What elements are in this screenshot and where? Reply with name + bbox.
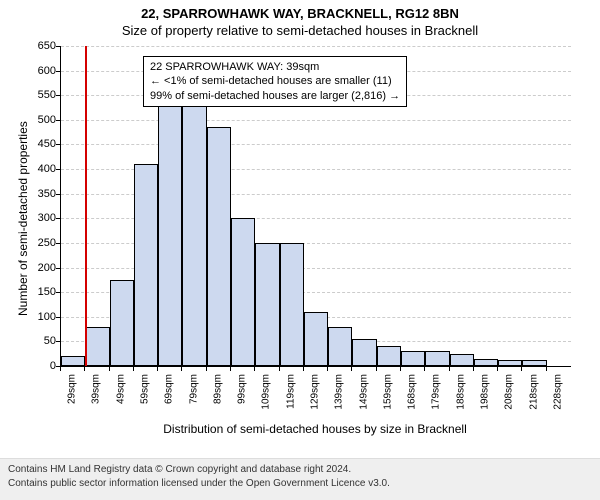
- histogram-bar: [304, 312, 328, 366]
- y-tick: [56, 341, 61, 342]
- histogram-bar: [474, 359, 498, 366]
- histogram-bar: [110, 280, 134, 366]
- y-tick: [56, 317, 61, 318]
- x-tick: [133, 366, 134, 371]
- x-tick-label: 89sqm: [212, 374, 223, 404]
- histogram-bar: [255, 243, 279, 366]
- x-tick-label: 159sqm: [382, 374, 393, 410]
- x-tick-label: 198sqm: [480, 374, 491, 410]
- x-tick: [230, 366, 231, 371]
- footer-line-2: Contains public sector information licen…: [8, 477, 592, 491]
- x-tick: [279, 366, 280, 371]
- y-tick: [56, 218, 61, 219]
- x-tick-label: 168sqm: [407, 374, 418, 410]
- histogram-bar: [401, 351, 425, 366]
- x-tick-label: 99sqm: [237, 374, 248, 404]
- y-tick-label: 550: [0, 89, 56, 101]
- x-tick: [351, 366, 352, 371]
- histogram-bar: [158, 95, 182, 366]
- property-marker-line: [85, 46, 87, 366]
- gridline: [61, 144, 571, 145]
- x-tick: [303, 366, 304, 371]
- y-tick: [56, 194, 61, 195]
- annotation-line: ← <1% of semi-detached houses are smalle…: [150, 74, 400, 88]
- histogram-bar: [352, 339, 376, 366]
- histogram-bar: [280, 243, 304, 366]
- x-tick-label: 149sqm: [358, 374, 369, 410]
- x-tick-label: 228sqm: [552, 374, 563, 410]
- y-tick: [56, 46, 61, 47]
- x-tick-label: 129sqm: [310, 374, 321, 410]
- x-tick: [546, 366, 547, 371]
- histogram-bar: [425, 351, 449, 366]
- x-tick-label: 69sqm: [164, 374, 175, 404]
- x-tick: [84, 366, 85, 371]
- annotation-line: 99% of semi-detached houses are larger (…: [150, 89, 400, 103]
- y-tick: [56, 169, 61, 170]
- histogram-bar: [61, 356, 85, 366]
- gridline: [61, 120, 571, 121]
- x-tick: [109, 366, 110, 371]
- x-tick-label: 79sqm: [188, 374, 199, 404]
- y-tick: [56, 71, 61, 72]
- footer-line-1: Contains HM Land Registry data © Crown c…: [8, 463, 592, 477]
- x-tick: [60, 366, 61, 371]
- y-tick: [56, 243, 61, 244]
- x-tick: [254, 366, 255, 371]
- gridline: [61, 46, 571, 47]
- x-tick: [424, 366, 425, 371]
- histogram-bar: [182, 93, 206, 366]
- histogram-bar: [85, 327, 109, 366]
- histogram-bar: [522, 360, 546, 366]
- chart-container: 22 SPARROWHAWK WAY: 39sqm← <1% of semi-d…: [0, 42, 600, 452]
- y-tick: [56, 144, 61, 145]
- y-tick: [56, 95, 61, 96]
- chart-supertitle: 22, SPARROWHAWK WAY, BRACKNELL, RG12 8BN: [0, 6, 600, 21]
- x-tick: [400, 366, 401, 371]
- histogram-bar: [328, 327, 352, 366]
- histogram-bar: [207, 127, 231, 366]
- histogram-bar: [231, 218, 255, 366]
- y-tick: [56, 292, 61, 293]
- attribution-footer: Contains HM Land Registry data © Crown c…: [0, 458, 600, 500]
- x-tick: [157, 366, 158, 371]
- x-tick-label: 188sqm: [455, 374, 466, 410]
- plot-area: 22 SPARROWHAWK WAY: 39sqm← <1% of semi-d…: [60, 46, 571, 367]
- y-tick: [56, 120, 61, 121]
- x-tick-label: 39sqm: [91, 374, 102, 404]
- x-tick-label: 208sqm: [504, 374, 515, 410]
- x-tick-label: 59sqm: [140, 374, 151, 404]
- x-tick: [497, 366, 498, 371]
- x-tick: [449, 366, 450, 371]
- y-tick-label: 0: [0, 360, 56, 372]
- x-tick: [206, 366, 207, 371]
- x-tick: [181, 366, 182, 371]
- x-tick-label: 179sqm: [431, 374, 442, 410]
- x-tick-label: 139sqm: [334, 374, 345, 410]
- histogram-bar: [134, 164, 158, 366]
- x-tick-label: 29sqm: [67, 374, 78, 404]
- histogram-bar: [498, 360, 522, 366]
- y-tick-label: 600: [0, 65, 56, 77]
- x-tick-label: 119sqm: [285, 374, 296, 409]
- histogram-bar: [450, 354, 474, 366]
- y-axis-title: Number of semi-detached properties: [16, 121, 30, 316]
- annotation-box: 22 SPARROWHAWK WAY: 39sqm← <1% of semi-d…: [143, 56, 407, 107]
- x-tick: [521, 366, 522, 371]
- x-tick: [327, 366, 328, 371]
- x-tick: [473, 366, 474, 371]
- annotation-line: 22 SPARROWHAWK WAY: 39sqm: [150, 60, 400, 74]
- x-axis-title: Distribution of semi-detached houses by …: [60, 422, 570, 436]
- x-tick-label: 218sqm: [528, 374, 539, 410]
- y-tick-label: 650: [0, 40, 56, 52]
- y-tick: [56, 268, 61, 269]
- y-tick-label: 50: [0, 335, 56, 347]
- x-tick: [376, 366, 377, 371]
- x-tick-label: 49sqm: [115, 374, 126, 404]
- chart-subtitle: Size of property relative to semi-detach…: [0, 23, 600, 38]
- histogram-bar: [377, 346, 401, 366]
- x-tick-label: 109sqm: [261, 374, 272, 410]
